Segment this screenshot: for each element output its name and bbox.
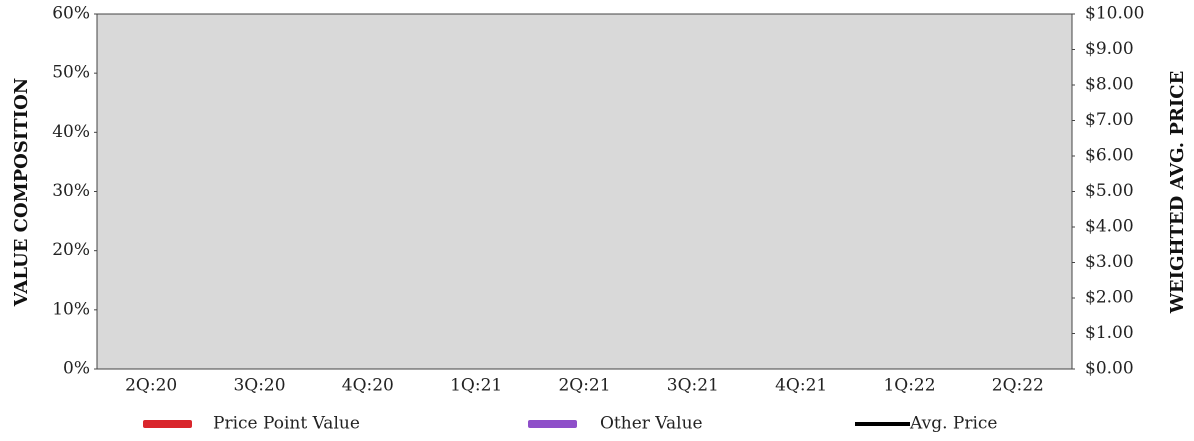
legend-label: Avg. Price: [909, 414, 997, 434]
x-tick-label: 1Q:22: [883, 376, 935, 396]
y2-tick-label: $4.00: [1085, 217, 1134, 237]
y2-tick-label: $8.00: [1085, 75, 1134, 95]
plot-area: [96, 13, 1073, 370]
y-tick-label: 40%: [52, 122, 90, 142]
y-tick-label: 50%: [52, 63, 90, 83]
y-tick-label: 60%: [52, 4, 90, 24]
x-tick-label: 1Q:21: [450, 376, 502, 396]
y2-tick-label: $6.00: [1085, 146, 1134, 166]
x-tick-label: 3Q:21: [667, 376, 719, 396]
y2-tick-label: $1.00: [1085, 323, 1134, 343]
y-tick-label: 30%: [52, 181, 90, 201]
y2-tick-label: $7.00: [1085, 110, 1134, 130]
x-tick-label: 2Q:21: [558, 376, 610, 396]
y2-tick-label: $5.00: [1085, 181, 1134, 201]
y-tick-label: 20%: [52, 240, 90, 260]
y2-tick-label: $9.00: [1085, 39, 1134, 59]
x-tick-label: 4Q:21: [775, 376, 827, 396]
y2-axis-title: WEIGHTED AVG. PRICE: [1167, 71, 1188, 315]
legend-label: Price Point Value: [213, 414, 360, 434]
y2-tick-label: $3.00: [1085, 252, 1134, 272]
legend-swatch: [528, 420, 577, 428]
x-tick-label: 4Q:20: [342, 376, 394, 396]
y-tick-label: 0%: [63, 359, 90, 379]
y-axis-title: VALUE COMPOSITION: [11, 78, 32, 307]
y-tick-label: 10%: [52, 299, 90, 319]
x-tick-label: 2Q:20: [125, 376, 177, 396]
y2-tick-label: $2.00: [1085, 288, 1134, 308]
x-tick-label: 2Q:22: [992, 376, 1044, 396]
y2-tick-label: $0.00: [1085, 359, 1134, 379]
legend-swatch: [143, 420, 192, 428]
y2-tick-label: $10.00: [1085, 4, 1144, 24]
x-tick-label: 3Q:20: [233, 376, 285, 396]
legend-label: Other Value: [600, 414, 703, 434]
